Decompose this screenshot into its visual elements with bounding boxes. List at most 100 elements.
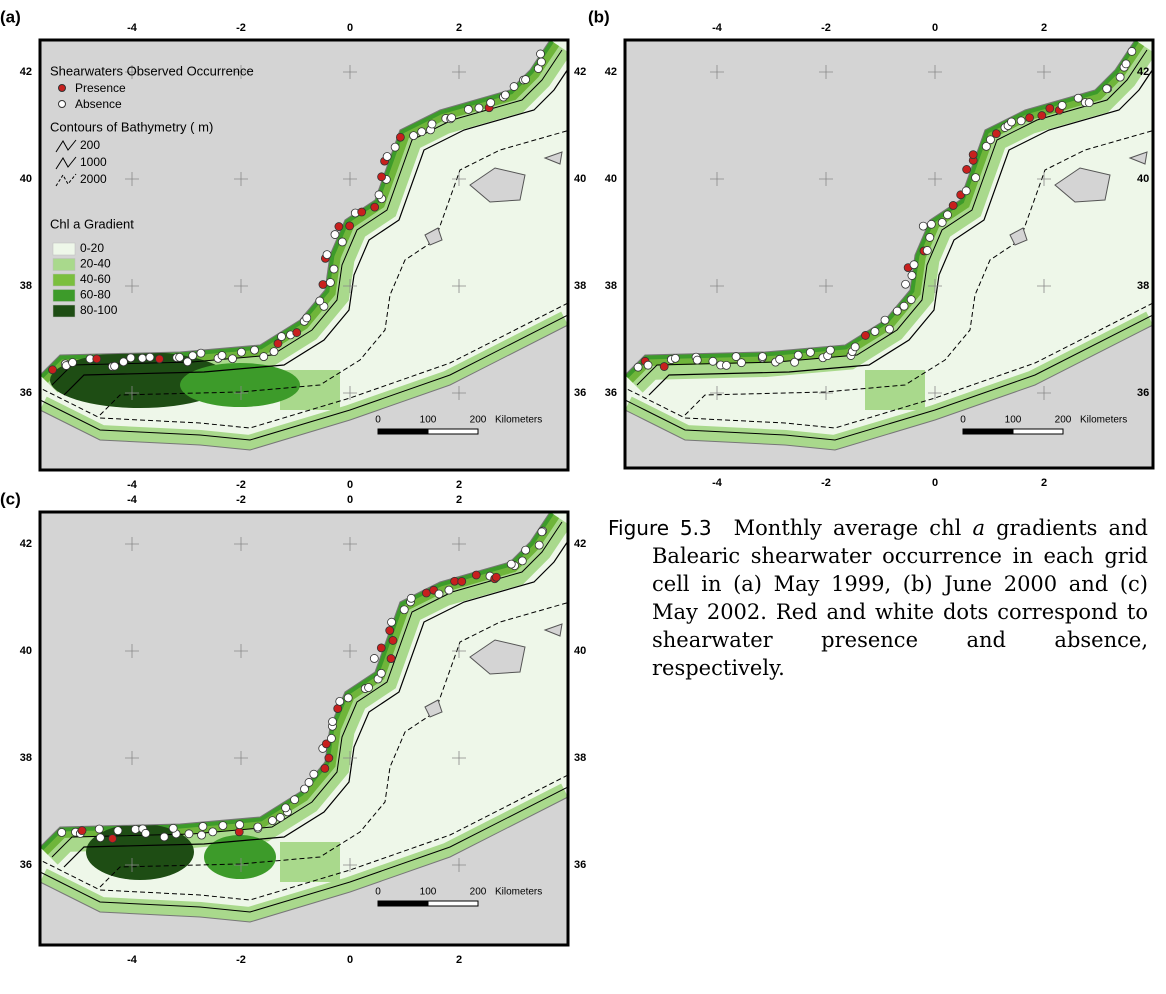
absence-dot — [428, 120, 436, 128]
x-tick-label: 0 — [347, 494, 353, 506]
y-tick-label: 40 — [20, 645, 32, 657]
absence-dot — [518, 557, 526, 565]
y-tick-label: 40 — [605, 173, 617, 185]
x-tick-label: 0 — [347, 22, 353, 34]
panel-label: (c) — [0, 489, 21, 508]
legend-swatch — [53, 290, 75, 302]
legend-absence — [59, 101, 66, 108]
absence-dot — [919, 222, 927, 230]
y-tick-label: 38 — [574, 280, 586, 292]
presence-dot — [969, 151, 977, 159]
absence-dot — [1007, 118, 1015, 126]
presence-dot — [378, 173, 386, 181]
absence-dot — [127, 354, 135, 362]
absence-dot — [303, 314, 311, 322]
presence-dot — [155, 355, 163, 363]
scale-label: 0 — [375, 887, 381, 898]
absence-dot — [185, 830, 193, 838]
absence-dot — [927, 220, 935, 228]
absence-dot — [169, 824, 177, 832]
absence-dot — [806, 348, 814, 356]
legend-title: Contours of Bathymetry ( m) — [50, 119, 213, 134]
legend-label: Absence — [75, 97, 122, 111]
absence-dot — [316, 297, 324, 305]
x-tick-label: 2 — [1041, 22, 1047, 34]
x-tick-label: 2 — [456, 954, 462, 966]
presence-dot — [293, 329, 301, 337]
x-tick-label: -4 — [127, 22, 138, 34]
presence-dot — [1026, 114, 1034, 122]
legend-label: 2000 — [80, 172, 107, 186]
legend-label: 20-40 — [80, 257, 111, 271]
absence-dot — [851, 343, 859, 351]
caption: Figure 5.3Monthly average chl a gradient… — [608, 514, 1148, 682]
chl-blob — [204, 835, 276, 879]
absence-dot — [377, 669, 385, 677]
caption-label: Figure 5.3 — [608, 516, 712, 540]
absence-dot — [69, 359, 77, 367]
absence-dot — [522, 546, 530, 554]
absence-dot — [464, 105, 472, 113]
absence-dot — [908, 272, 916, 280]
absence-dot — [268, 817, 276, 825]
presence-dot — [387, 655, 395, 663]
panel-label: (b) — [588, 7, 610, 26]
scale-label: 100 — [420, 415, 437, 426]
legend-swatch — [53, 259, 75, 271]
y-tick-label: 38 — [20, 280, 32, 292]
absence-dot — [871, 327, 879, 335]
absence-dot — [986, 136, 994, 144]
absence-dot — [487, 99, 495, 107]
absence-dot — [693, 356, 701, 364]
presence-dot — [1038, 112, 1046, 120]
y-tick-label: 36 — [605, 387, 617, 399]
absence-dot — [119, 358, 127, 366]
absence-dot — [1128, 47, 1136, 55]
x-tick-label: 2 — [456, 494, 462, 506]
presence-dot — [346, 222, 354, 230]
absence-dot — [475, 104, 483, 112]
absence-dot — [418, 128, 426, 136]
presence-dot — [660, 363, 668, 371]
presence-dot — [109, 835, 117, 843]
absence-dot — [270, 348, 278, 356]
legend-swatch — [53, 243, 75, 255]
presence-dot — [458, 577, 466, 585]
absence-dot — [344, 694, 352, 702]
absence-dot — [634, 363, 642, 371]
y-tick-label: 40 — [1137, 173, 1149, 185]
absence-dot — [972, 174, 980, 182]
absence-dot — [370, 654, 378, 662]
absence-dot — [282, 804, 290, 812]
presence-dot — [371, 203, 379, 211]
scale-label: 100 — [1005, 415, 1022, 426]
absence-dot — [536, 50, 544, 58]
y-tick-label: 36 — [574, 387, 586, 399]
absence-dot — [338, 238, 346, 246]
chl-blob — [180, 363, 300, 407]
caption-text: gradients and Balearic shearwater occurr… — [652, 516, 1148, 680]
absence-dot — [278, 333, 286, 341]
absence-dot — [644, 361, 652, 369]
presence-dot — [49, 366, 57, 374]
legend-label: 60-80 — [80, 288, 111, 302]
presence-dot — [386, 626, 394, 634]
presence-dot — [992, 130, 1000, 138]
absence-dot — [138, 354, 146, 362]
scale-label: Kilometers — [495, 415, 542, 426]
absence-dot — [391, 143, 399, 151]
presence-dot — [377, 644, 385, 652]
absence-dot — [111, 362, 119, 370]
absence-dot — [96, 834, 104, 842]
caption-italic: a — [972, 516, 985, 540]
x-tick-label: -4 — [127, 479, 138, 491]
absence-dot — [435, 590, 443, 598]
absence-dot — [365, 684, 373, 692]
absence-dot — [776, 355, 784, 363]
absence-dot — [910, 261, 918, 269]
scale-bar — [428, 429, 478, 434]
scale-label: 200 — [470, 887, 487, 898]
presence-dot — [492, 573, 500, 581]
absence-dot — [228, 355, 236, 363]
